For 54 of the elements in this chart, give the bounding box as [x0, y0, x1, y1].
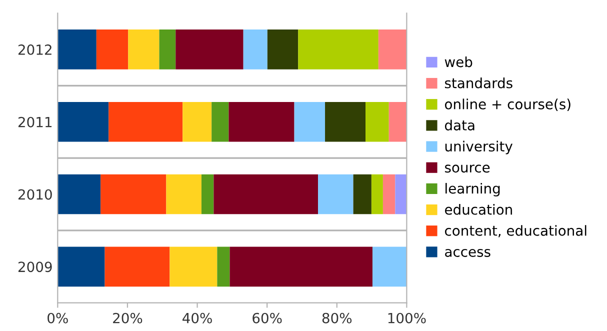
bar	[388, 102, 407, 142]
y-tick-label: 2012	[18, 44, 52, 55]
x-tick-label: 100%	[388, 312, 426, 324]
bar	[366, 102, 389, 142]
bar	[228, 102, 294, 142]
bar	[96, 30, 128, 70]
legend-label: learning	[446, 182, 500, 196]
bar	[104, 246, 170, 287]
x-tick-label: 60%	[252, 312, 282, 324]
x-tick-label: 0%	[48, 312, 68, 324]
bar	[100, 174, 166, 214]
bar	[201, 174, 214, 214]
bar	[159, 30, 176, 70]
bar	[214, 174, 318, 214]
bar	[230, 246, 372, 287]
bar	[353, 174, 372, 214]
legend-label: university	[445, 140, 513, 154]
bar	[382, 174, 396, 214]
x-tick-label: 80%	[322, 312, 352, 324]
bar	[58, 102, 109, 142]
bar	[182, 102, 212, 142]
legend-label: source	[444, 164, 490, 173]
y-tick-label: 2011	[18, 116, 52, 128]
legend-label: access	[445, 248, 490, 257]
bar	[267, 30, 298, 70]
bar	[217, 246, 230, 287]
bar	[298, 30, 378, 70]
y-tick-label: 2010	[18, 189, 52, 200]
bar	[371, 174, 383, 214]
bar	[212, 102, 229, 142]
bar	[325, 102, 366, 142]
y-tick-label: 2009	[18, 262, 52, 272]
legend-label: data	[444, 120, 474, 130]
legend-label: content, educational	[444, 225, 586, 238]
bar	[372, 246, 407, 287]
legend-label: web	[444, 56, 472, 68]
legend-label: education	[444, 204, 512, 215]
bar	[166, 174, 202, 214]
bar	[108, 102, 183, 142]
x-tick-label: 40%	[182, 312, 212, 324]
bar	[294, 102, 326, 142]
bar	[378, 30, 407, 70]
bar	[395, 174, 407, 214]
bar	[58, 174, 101, 214]
bar	[128, 30, 160, 70]
bar	[243, 30, 268, 70]
bar	[58, 246, 105, 287]
bar	[176, 30, 244, 70]
bar	[58, 30, 96, 70]
bar	[318, 174, 354, 214]
legend-label: online + course(s)	[444, 98, 570, 112]
x-tick-label: 20%	[113, 312, 142, 324]
bar	[170, 246, 218, 287]
legend-label: standards	[444, 78, 512, 88]
